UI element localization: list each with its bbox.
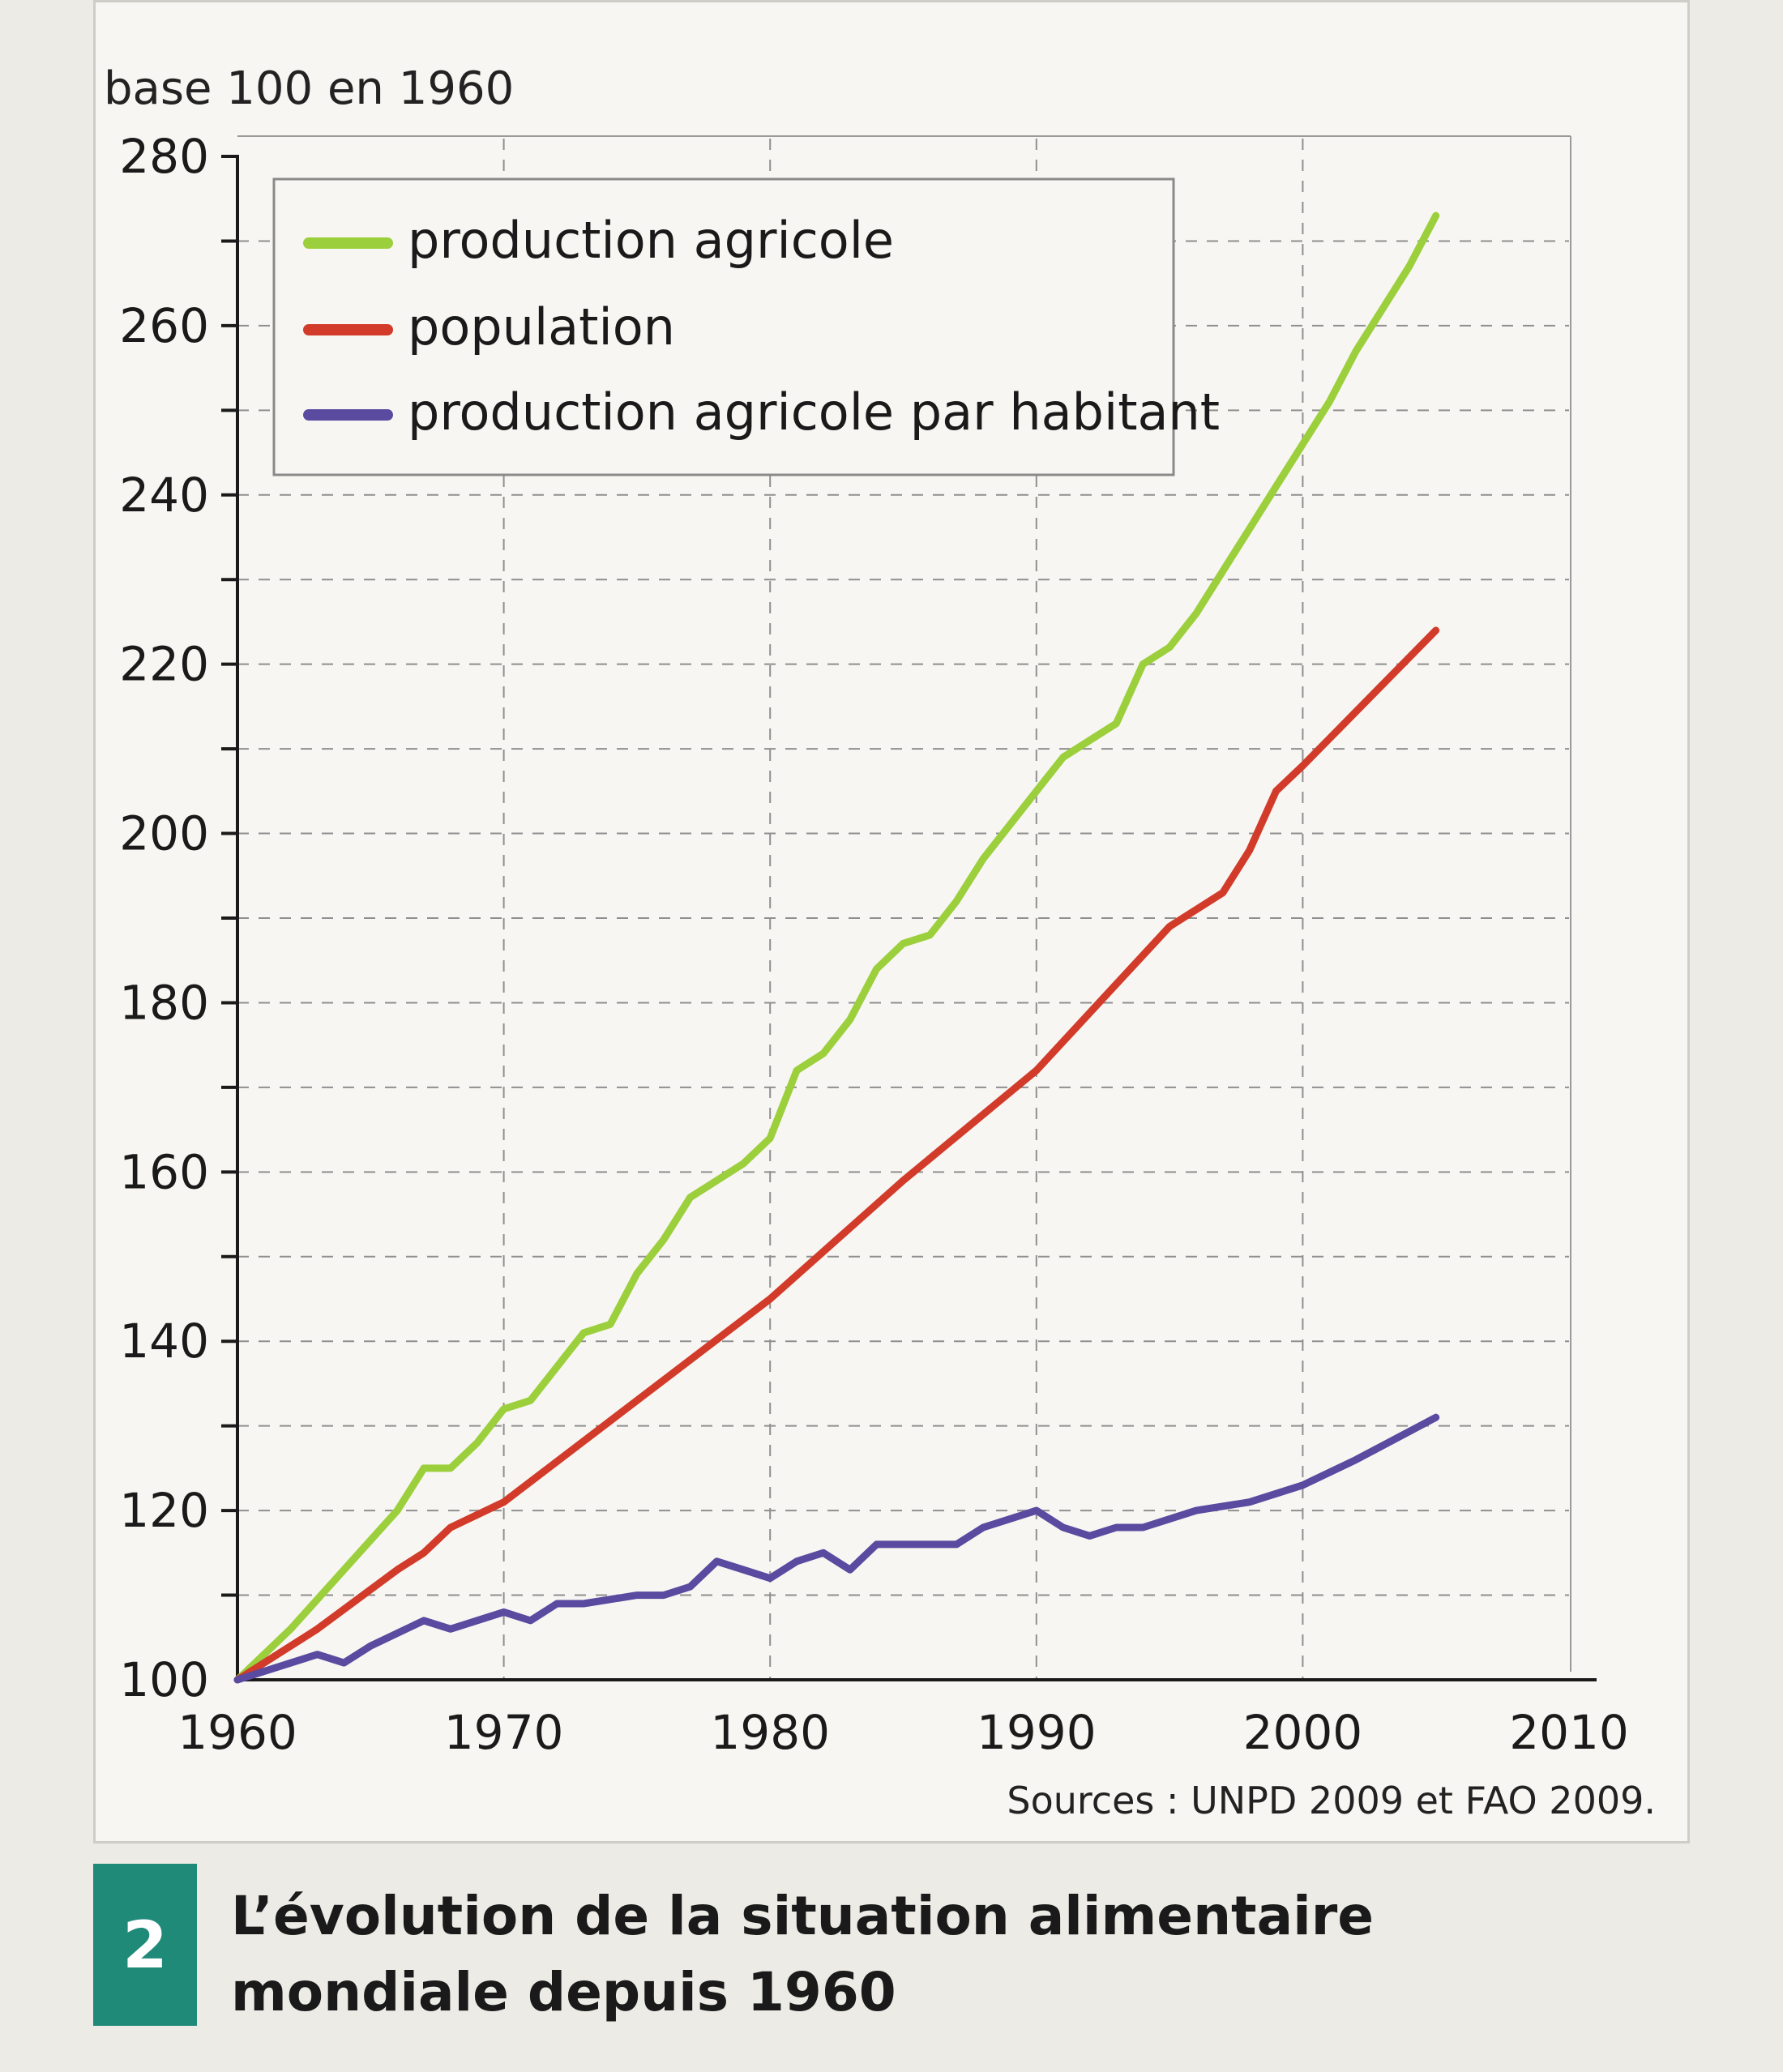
tick-labels: 100 120 140 160 180 200 220 240 260 280 1960 1970 19… bbox=[119, 129, 1629, 1760]
x-tick-label: 2010 bbox=[1509, 1705, 1629, 1760]
y-tick-label: 240 bbox=[119, 468, 209, 523]
y-tick-label: 140 bbox=[119, 1314, 209, 1369]
y-tick-label: 260 bbox=[119, 298, 209, 353]
x-tick-label: 1970 bbox=[444, 1705, 564, 1760]
y-tick-label: 160 bbox=[119, 1144, 209, 1199]
y-tick-label: 100 bbox=[119, 1652, 209, 1707]
legend-box bbox=[272, 177, 1175, 476]
chart-panel: base 100 en 1960 100 120 140 160 180 200 220 24… bbox=[93, 0, 1690, 1843]
caption-title: L’évolution de la situation alimentaire … bbox=[231, 1885, 1375, 2023]
series-line-1 bbox=[233, 626, 1440, 1684]
y-tick-label: 200 bbox=[119, 806, 209, 861]
legend-label-production: production agricole bbox=[408, 211, 894, 270]
y-tick-label: 180 bbox=[119, 975, 209, 1030]
series-line-0 bbox=[233, 211, 1440, 1684]
caption-number-badge: 2 bbox=[93, 1864, 197, 2026]
series-line-2 bbox=[233, 1413, 1440, 1684]
line-chart: base 100 en 1960 100 120 140 160 180 200 220 24… bbox=[104, 62, 1656, 1822]
legend-label-per-capita: production agricole par habitant bbox=[408, 382, 1220, 442]
legend: production agricole population productio… bbox=[272, 177, 1220, 476]
series-lines bbox=[233, 211, 1440, 1684]
y-tick-label: 220 bbox=[119, 637, 209, 692]
y-tick-label: 280 bbox=[119, 129, 209, 184]
y-unit-label: base 100 en 1960 bbox=[104, 62, 514, 115]
source-note: Sources : UNPD 2009 et FAO 2009. bbox=[1007, 1779, 1656, 1822]
x-tick-label: 2000 bbox=[1243, 1705, 1363, 1760]
x-tick-label: 1990 bbox=[977, 1705, 1097, 1760]
x-tick-label: 1980 bbox=[710, 1705, 830, 1760]
x-tick-label: 1960 bbox=[177, 1705, 297, 1760]
legend-label-population: population bbox=[408, 297, 675, 357]
y-tick-label: 120 bbox=[119, 1483, 209, 1538]
